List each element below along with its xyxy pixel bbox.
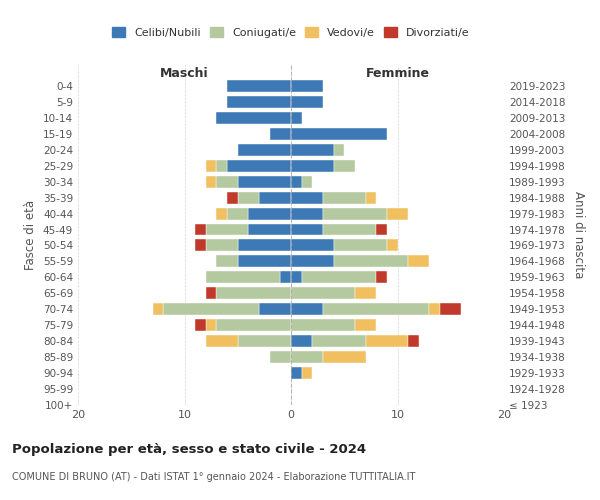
Bar (355, 320, 376, 331)
Bar (217, 208, 227, 220)
Bar (227, 96, 291, 108)
Bar (217, 176, 238, 188)
Bar (291, 320, 355, 331)
Bar (365, 335, 408, 347)
Bar (291, 128, 387, 140)
Bar (291, 304, 323, 316)
Y-axis label: Anni di nascita: Anni di nascita (572, 192, 585, 278)
Bar (291, 176, 302, 188)
Bar (227, 80, 291, 92)
Bar (195, 320, 206, 331)
Bar (291, 192, 323, 203)
Bar (238, 256, 291, 268)
Bar (302, 367, 312, 379)
Bar (217, 320, 291, 331)
Bar (280, 272, 291, 283)
Bar (291, 351, 323, 363)
Bar (440, 304, 461, 316)
Bar (206, 320, 217, 331)
Bar (334, 144, 344, 156)
Bar (206, 240, 238, 252)
Bar (376, 224, 387, 235)
Bar (259, 304, 291, 316)
Y-axis label: Fasce di età: Fasce di età (25, 200, 37, 270)
Bar (302, 176, 312, 188)
Bar (365, 192, 376, 203)
Bar (238, 176, 291, 188)
Text: Popolazione per età, sesso e stato civile - 2024: Popolazione per età, sesso e stato civil… (12, 442, 366, 456)
Bar (217, 288, 291, 300)
Bar (291, 224, 323, 235)
Legend: Celibi/Nubili, Coniugati/e, Vedovi/e, Divorziati/e: Celibi/Nubili, Coniugati/e, Vedovi/e, Di… (108, 23, 474, 42)
Bar (291, 160, 334, 172)
Bar (217, 256, 238, 268)
Bar (355, 288, 376, 300)
Bar (152, 304, 163, 316)
Bar (206, 272, 280, 283)
Bar (217, 160, 227, 172)
Text: Femmine: Femmine (365, 66, 430, 80)
Bar (227, 208, 248, 220)
Bar (387, 240, 398, 252)
Bar (323, 351, 365, 363)
Bar (313, 335, 365, 347)
Bar (238, 192, 259, 203)
Bar (163, 304, 259, 316)
Bar (227, 192, 238, 203)
Bar (291, 256, 334, 268)
Bar (206, 335, 238, 347)
Bar (217, 112, 291, 124)
Bar (376, 272, 387, 283)
Bar (334, 240, 387, 252)
Bar (291, 144, 334, 156)
Bar (259, 192, 291, 203)
Bar (291, 288, 355, 300)
Bar (206, 288, 217, 300)
Text: COMUNE DI BRUNO (AT) - Dati ISTAT 1° gennaio 2024 - Elaborazione TUTTITALIA.IT: COMUNE DI BRUNO (AT) - Dati ISTAT 1° gen… (12, 472, 415, 482)
Bar (195, 240, 206, 252)
Bar (430, 304, 440, 316)
Bar (323, 224, 376, 235)
Bar (323, 192, 365, 203)
Bar (334, 256, 408, 268)
Bar (248, 224, 291, 235)
Bar (291, 367, 302, 379)
Bar (238, 335, 291, 347)
Bar (323, 208, 387, 220)
Bar (291, 240, 334, 252)
Bar (206, 176, 217, 188)
Bar (238, 240, 291, 252)
Bar (270, 128, 291, 140)
Bar (408, 335, 419, 347)
Bar (291, 272, 302, 283)
Bar (248, 208, 291, 220)
Bar (227, 160, 291, 172)
Bar (206, 224, 248, 235)
Bar (238, 144, 291, 156)
Bar (195, 224, 206, 235)
Bar (408, 256, 430, 268)
Bar (302, 272, 376, 283)
Bar (334, 160, 355, 172)
Bar (270, 351, 291, 363)
Bar (291, 96, 323, 108)
Bar (206, 160, 217, 172)
Bar (387, 208, 408, 220)
Bar (291, 335, 313, 347)
Bar (291, 208, 323, 220)
Bar (291, 80, 323, 92)
Bar (291, 112, 302, 124)
Text: Maschi: Maschi (160, 66, 209, 80)
Bar (323, 304, 430, 316)
